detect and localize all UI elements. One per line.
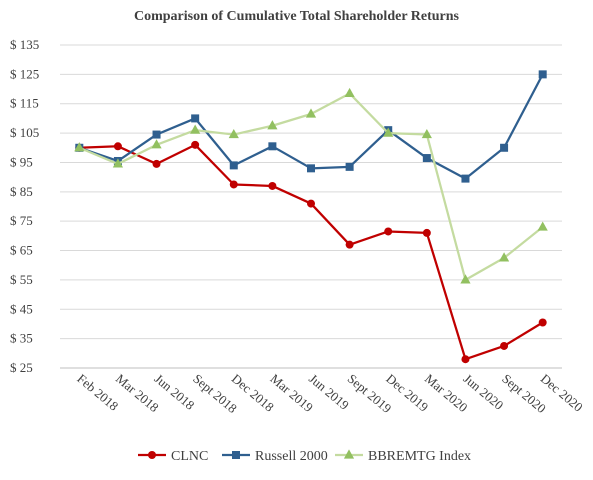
y-tick-label: $ 25 [10, 360, 33, 375]
data-point [345, 240, 354, 249]
series-lines [74, 70, 548, 364]
data-point [152, 130, 161, 139]
legend-marker [232, 451, 240, 459]
legend-item: Russell 2000 [222, 449, 328, 464]
data-point [191, 114, 200, 123]
y-tick-label: $ 65 [10, 243, 33, 258]
y-axis-ticks: $ 25 $ 35 $ 45 $ 55 $ 65 $ 75 $ 85 $ 95 $ 105 $ 1… [10, 37, 39, 375]
x-tick-label: Feb 2018 [74, 371, 121, 414]
data-point [421, 128, 432, 139]
legend-label: CLNC [171, 449, 208, 464]
series-russell-2000 [75, 70, 547, 183]
data-point [460, 274, 471, 284]
legend: CLNC Russell 2000 BBREMTG Index [138, 449, 471, 464]
series-clnc [75, 140, 547, 364]
data-point [461, 174, 470, 183]
x-tick-label: Mar 2019 [267, 371, 316, 415]
legend-item: CLNC [138, 449, 208, 464]
series-line [78, 92, 544, 282]
data-point [500, 341, 509, 350]
y-tick-label: $ 125 [10, 66, 39, 81]
data-point [461, 355, 470, 364]
data-point [500, 143, 509, 152]
data-point [268, 181, 277, 190]
legend-item: BBREMTG Index [335, 449, 471, 464]
legend-label: BBREMTG Index [368, 449, 471, 464]
y-tick-label: $ 135 [10, 37, 39, 52]
y-tick-label: $ 95 [10, 154, 33, 169]
legend-marker [343, 449, 355, 459]
series-line [78, 73, 544, 180]
y-tick-label: $ 45 [10, 301, 33, 316]
chart-title: Comparison of Cumulative Total Sharehold… [133, 9, 459, 24]
data-point [112, 158, 124, 168]
data-point [384, 227, 393, 236]
data-point [537, 221, 548, 231]
y-tick-label: $ 85 [10, 184, 33, 199]
data-point [74, 142, 85, 152]
legend-label: Russell 2000 [255, 449, 328, 464]
data-point [228, 128, 239, 139]
series-bbremtg-index [74, 87, 548, 284]
data-point [113, 142, 122, 151]
data-point [422, 228, 431, 237]
series-line [79, 143, 544, 361]
y-tick-label: $ 75 [10, 213, 33, 228]
data-point [538, 318, 547, 327]
data-point [307, 199, 315, 208]
x-tick-label: Mar 2018 [113, 371, 162, 415]
data-point [191, 140, 200, 149]
data-point [345, 162, 354, 171]
data-point [305, 108, 317, 118]
y-tick-label: $ 105 [10, 125, 39, 140]
data-point [229, 161, 238, 170]
legend-marker [148, 451, 156, 459]
data-point [422, 154, 431, 163]
data-point [383, 127, 394, 137]
data-point [229, 180, 238, 189]
data-point [538, 70, 547, 79]
x-tick-label: Mar 2020 [422, 371, 471, 415]
gridlines [60, 44, 562, 369]
y-tick-label: $ 35 [10, 331, 33, 346]
data-point [268, 142, 277, 151]
data-point [498, 252, 510, 262]
data-point [267, 120, 278, 130]
data-point [151, 139, 162, 149]
y-tick-label: $ 115 [10, 96, 39, 111]
data-point [344, 87, 355, 98]
y-tick-label: $ 55 [10, 272, 33, 287]
data-point [152, 159, 161, 168]
data-point [190, 124, 201, 134]
data-point [307, 164, 315, 173]
